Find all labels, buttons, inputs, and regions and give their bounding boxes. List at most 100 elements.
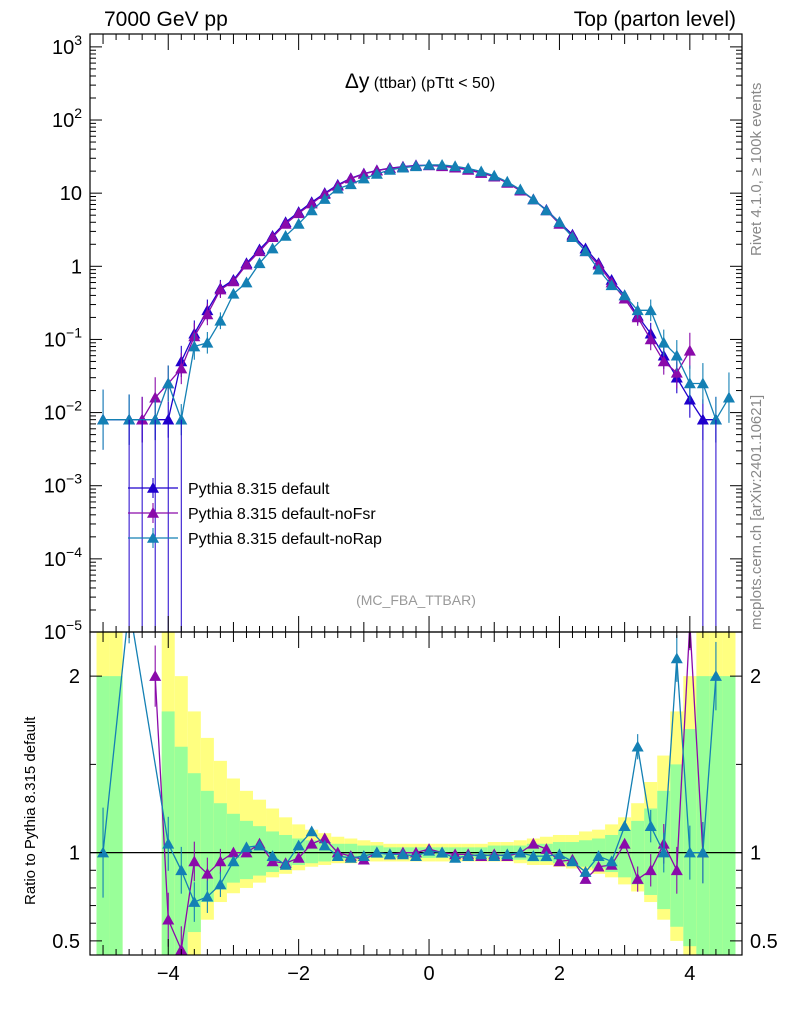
ratio-s1-point <box>149 670 162 681</box>
ratio-s2-point <box>318 839 331 851</box>
ratio-s2-point <box>501 848 514 860</box>
main-s2-point <box>331 182 344 194</box>
main-s2-point <box>410 160 422 172</box>
main-y-tick-exponent: −2 <box>66 398 82 414</box>
main-s2-point <box>592 263 605 275</box>
ratio-y-tick-label-right: 2 <box>750 666 761 688</box>
ratio-y-axis: 0.5 0.5 1 1 2 2 <box>52 666 778 953</box>
main-s2-point <box>696 377 709 389</box>
main-s2-point <box>175 413 188 425</box>
ratio-s1-point <box>644 864 657 876</box>
plot-title-text: (ttbar) (pTtt < 50) <box>369 75 495 92</box>
ratio-s2-point <box>657 846 670 858</box>
band-inner-bin <box>709 676 723 955</box>
ratio-s1-point <box>188 855 201 867</box>
main-s2-point <box>240 276 253 288</box>
main-s2-point <box>123 413 136 425</box>
ratio-s2-point <box>410 850 422 861</box>
ratio-s1-point <box>527 837 540 849</box>
main-s2-point <box>97 413 110 425</box>
ratio-s2-point <box>292 839 305 851</box>
main-s1-point <box>214 283 227 295</box>
main-s2-point <box>501 175 514 187</box>
ratio-s2-point <box>696 846 709 858</box>
legend: Pythia 8.315 default Pythia 8.315 default… <box>128 478 382 548</box>
x-tick-label: 0 <box>423 963 434 985</box>
ratio-s2-point <box>279 858 292 870</box>
ratio-s2-point <box>357 850 370 861</box>
main-s2-point <box>149 413 162 425</box>
main-s2-point <box>475 165 488 177</box>
ratio-s2-point <box>449 851 462 863</box>
plot-title: Δy (ttbar) (pTtt < 50) <box>345 70 495 93</box>
main-y-tick-label: 10−3 <box>44 471 82 498</box>
ratio-s2-point <box>383 848 396 860</box>
ratio-s1-point <box>201 867 214 879</box>
ratio-s1-point <box>292 851 305 863</box>
main-s2-line <box>103 164 730 423</box>
ratio-s1-point <box>540 843 553 854</box>
ratio-s2-point <box>592 850 605 861</box>
main-s2-point <box>318 193 331 204</box>
ratio-s2-point <box>344 851 357 863</box>
main-s1-point <box>305 197 318 209</box>
main-s2-point <box>540 204 553 216</box>
main-s2-point <box>709 413 722 425</box>
main-s2-point <box>618 289 631 301</box>
legend-label: Pythia 8.315 default <box>188 481 330 498</box>
main-s1-point <box>253 245 266 257</box>
main-s2-point <box>383 163 396 175</box>
ratio-s2-point <box>253 839 266 851</box>
main-s1-point <box>644 333 657 345</box>
band-inner-bin <box>253 826 267 876</box>
main-s2-point <box>227 287 240 299</box>
ratio-s2-point <box>240 841 253 853</box>
ratio-s1-point <box>618 837 631 849</box>
band-inner-bin <box>213 803 227 890</box>
ratio-s2-point <box>214 878 227 890</box>
ratio-s2-point <box>618 820 631 831</box>
ratio-s2-point <box>579 866 592 877</box>
main-y-tick-exponent: 3 <box>74 32 82 48</box>
main-y-tick-label: 10−1 <box>44 324 82 351</box>
main-s1-point <box>149 391 162 403</box>
main-s1-point <box>240 258 253 270</box>
main-s2-point <box>553 216 566 228</box>
ratio-s2-point <box>97 846 110 858</box>
main-y-tick-label: 10−5 <box>44 617 82 644</box>
main-s2-point <box>670 349 683 361</box>
ratio-s2-series <box>97 632 722 922</box>
main-y-tick-label: 102 <box>52 105 82 132</box>
ratio-s2-point <box>527 850 540 861</box>
main-s1-point <box>279 217 292 229</box>
ratio-s1-point <box>227 846 240 858</box>
main-y-tick-exponent: −5 <box>66 617 82 633</box>
ratio-s1-point <box>579 873 592 884</box>
ratio-s1-point <box>162 913 175 925</box>
main-s1-point <box>266 231 279 242</box>
ratio-s2-point <box>631 740 644 752</box>
main-s0-point <box>696 413 709 425</box>
ratio-s1-point <box>214 855 227 867</box>
ratio-s2-point <box>331 850 344 861</box>
main-s2-point <box>162 377 175 389</box>
ratio-s2-point <box>644 820 657 831</box>
ratio-s2-point <box>605 855 618 867</box>
plot-title-symbol: Δy <box>345 70 370 93</box>
main-s2-point <box>188 340 201 352</box>
main-s2-point <box>436 158 449 170</box>
main-s1-point <box>670 366 683 378</box>
legend-label: Pythia 8.315 default-noRap <box>188 531 382 548</box>
header-left: 7000 GeV pp <box>104 8 228 31</box>
main-s2-point <box>214 314 227 326</box>
main-s2-point <box>644 304 657 316</box>
main-s2-point <box>279 229 292 241</box>
main-s1-point <box>175 362 188 374</box>
ratio-s2-point <box>396 848 409 860</box>
main-s2-point <box>579 245 592 257</box>
main-s2-point <box>292 217 305 229</box>
legend-label: Pythia 8.315 default-noFsr <box>188 506 376 523</box>
x-axis: −4 −2 0 2 4 <box>102 34 743 985</box>
main-s1-point <box>292 207 305 219</box>
